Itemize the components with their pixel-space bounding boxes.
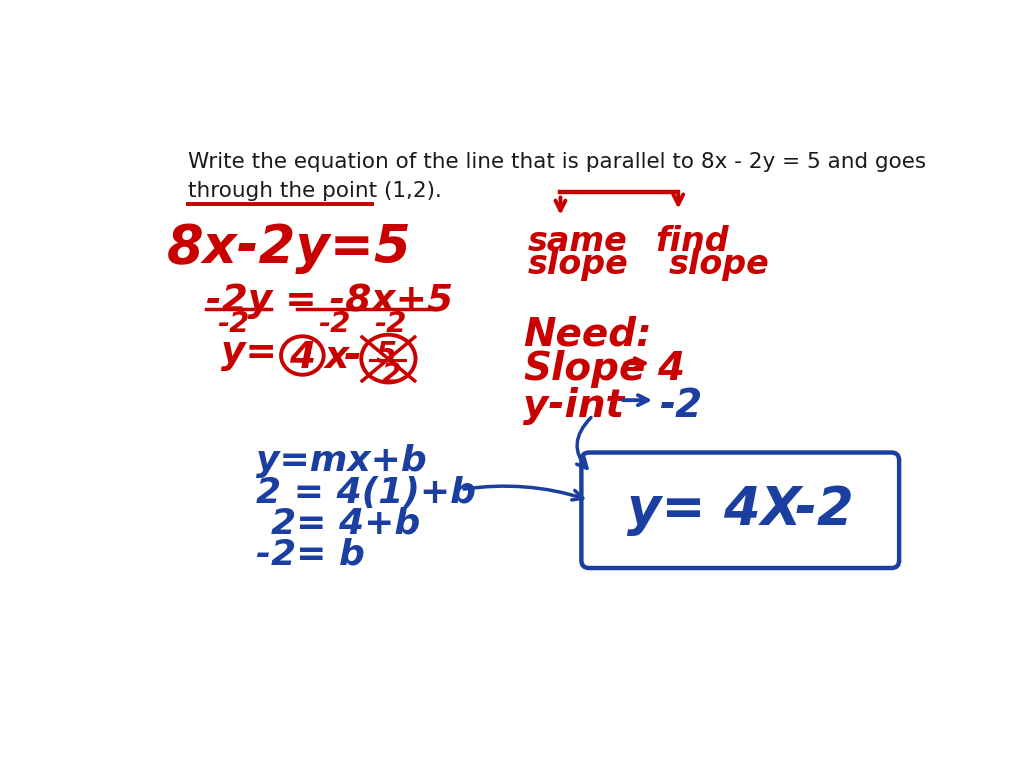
Text: y= 4X-2: y= 4X-2 xyxy=(627,485,854,536)
Text: slope: slope xyxy=(528,248,629,280)
Text: -2: -2 xyxy=(317,310,350,338)
Text: 5: 5 xyxy=(376,340,397,369)
Text: x: x xyxy=(324,340,348,376)
Text: -2: -2 xyxy=(658,387,702,425)
Text: 2 = 4(1)+b: 2 = 4(1)+b xyxy=(256,475,476,510)
Text: Need:: Need: xyxy=(523,316,652,353)
Text: -2: -2 xyxy=(217,310,250,338)
Text: 8x-2y=5: 8x-2y=5 xyxy=(167,221,412,273)
Text: 2= 4+b: 2= 4+b xyxy=(271,506,421,541)
Text: y-int: y-int xyxy=(523,387,625,425)
Text: Write the equation of the line that is parallel to 8x - 2y = 5 and goes
through : Write the equation of the line that is p… xyxy=(188,152,927,201)
Text: 4: 4 xyxy=(289,340,315,376)
Text: -: - xyxy=(343,336,361,378)
Text: y=mx+b: y=mx+b xyxy=(256,444,427,478)
Text: -2: -2 xyxy=(375,310,407,338)
Text: slope: slope xyxy=(669,249,770,281)
Text: y=: y= xyxy=(221,336,276,372)
Text: find: find xyxy=(655,224,729,257)
Text: 2: 2 xyxy=(382,361,401,389)
Text: -2= b: -2= b xyxy=(256,538,365,571)
Text: same: same xyxy=(528,224,628,257)
Text: -2y = -8x+5: -2y = -8x+5 xyxy=(206,283,453,319)
Text: 4: 4 xyxy=(656,350,684,388)
Text: Slope: Slope xyxy=(523,350,645,388)
